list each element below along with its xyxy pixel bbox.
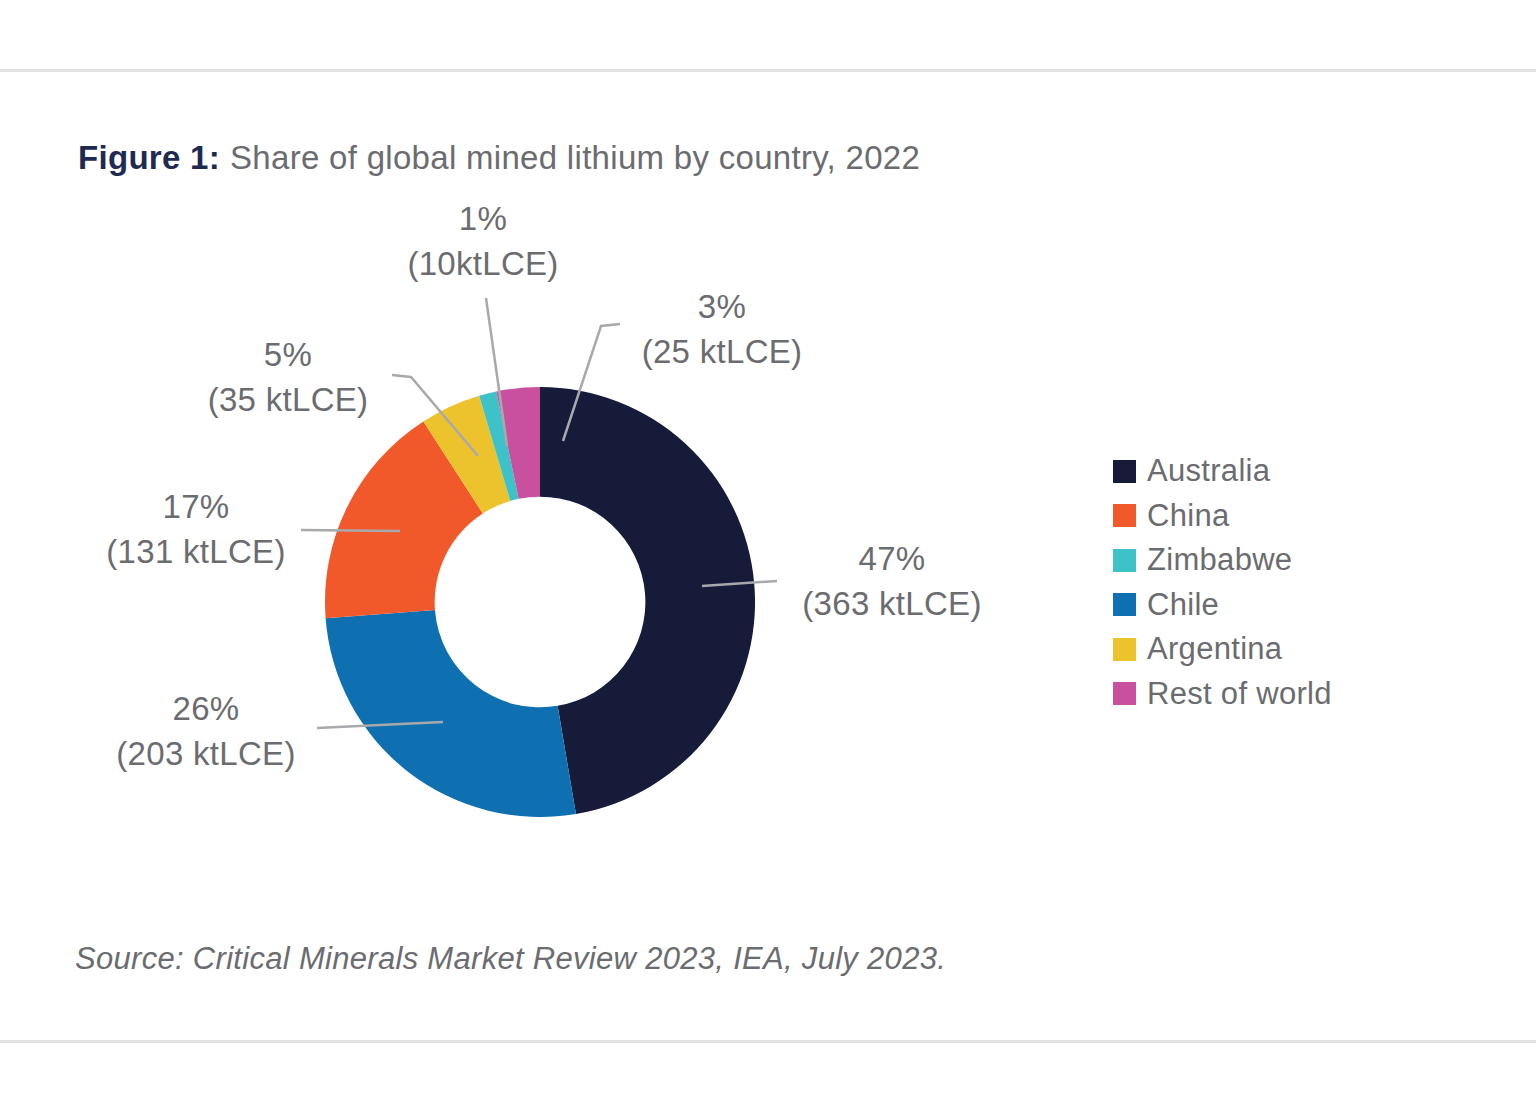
callout-chile-value: (203 ktLCE) <box>116 731 295 776</box>
callout-zimbabwe-pct: 1% <box>407 196 558 241</box>
callout-rest-of-world: 3% (25 ktLCE) <box>642 284 803 374</box>
legend-item-zimbabwe: Zimbabwe <box>1113 538 1332 583</box>
callout-rest-of-world-value: (25 ktLCE) <box>642 329 803 374</box>
legend-swatch-argentina <box>1113 638 1136 661</box>
legend-swatch-rest-of-world <box>1113 682 1136 705</box>
callout-zimbabwe-value: (10ktLCE) <box>407 241 558 286</box>
callout-chile-pct: 26% <box>116 686 295 731</box>
legend-label-chile: Chile <box>1147 587 1219 623</box>
donut-slice-chile <box>326 610 576 817</box>
legend-label-zimbabwe: Zimbabwe <box>1147 542 1292 578</box>
figure-page: Figure 1: Share of global mined lithium b… <box>0 0 1536 1115</box>
callout-australia: 47% (363 ktLCE) <box>802 536 981 626</box>
bottom-divider <box>0 1040 1536 1043</box>
callout-australia-value: (363 ktLCE) <box>802 581 981 626</box>
legend-swatch-chile <box>1113 593 1136 616</box>
legend-swatch-australia <box>1113 460 1136 483</box>
legend-label-rest-of-world: Rest of world <box>1147 676 1332 712</box>
legend-label-australia: Australia <box>1147 453 1270 489</box>
callout-argentina-pct: 5% <box>208 332 369 377</box>
legend-label-china: China <box>1147 498 1230 534</box>
callout-china-value: (131 ktLCE) <box>106 529 285 574</box>
legend-item-china: China <box>1113 494 1332 539</box>
legend-item-australia: Australia <box>1113 449 1332 494</box>
callout-china: 17% (131 ktLCE) <box>106 484 285 574</box>
source-note: Source: Critical Minerals Market Review … <box>75 941 946 977</box>
legend-item-argentina: Argentina <box>1113 627 1332 672</box>
figure-number-label: Figure 1: <box>78 139 220 176</box>
legend-swatch-china <box>1113 504 1136 527</box>
legend: Australia China Zimbabwe Chile Argentina… <box>1113 449 1332 716</box>
figure-title-text: Share of global mined lithium by country… <box>230 139 920 176</box>
callout-chile: 26% (203 ktLCE) <box>116 686 295 776</box>
donut-slice-australia <box>540 387 755 814</box>
legend-label-argentina: Argentina <box>1147 631 1282 667</box>
callout-australia-pct: 47% <box>802 536 981 581</box>
legend-item-chile: Chile <box>1113 583 1332 628</box>
legend-item-rest-of-world: Rest of world <box>1113 672 1332 717</box>
legend-swatch-zimbabwe <box>1113 549 1136 572</box>
callout-argentina-value: (35 ktLCE) <box>208 377 369 422</box>
callout-rest-of-world-pct: 3% <box>642 284 803 329</box>
top-divider <box>0 69 1536 72</box>
figure-title: Figure 1: Share of global mined lithium b… <box>78 139 920 177</box>
callout-argentina: 5% (35 ktLCE) <box>208 332 369 422</box>
donut-chart <box>325 387 755 817</box>
donut-svg <box>325 387 755 817</box>
callout-zimbabwe: 1% (10ktLCE) <box>407 196 558 286</box>
callout-china-pct: 17% <box>106 484 285 529</box>
